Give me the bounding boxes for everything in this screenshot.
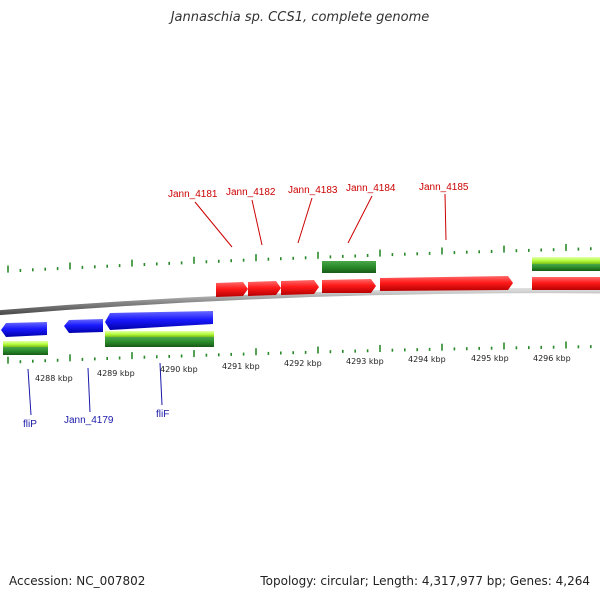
feature-block-green	[105, 337, 214, 347]
reverse-leader-lines	[27, 362, 163, 416]
feature-block-lime	[105, 331, 214, 337]
reverse-gene-labels: fliP Jann_4179 fliF	[23, 409, 169, 430]
scale-label-4290: 4290 kbp	[160, 365, 198, 374]
forward-gene-labels: Jann_4181 Jann_4182 Jann_4183 Jann_4184 …	[168, 182, 469, 200]
gene-arrow-jann-4185	[380, 276, 513, 291]
reverse-gene-track	[1, 311, 213, 337]
gene-arrow-jann-4181	[216, 282, 248, 297]
genome-backbone	[0, 288, 600, 316]
scale-label-4294: 4294 kbp	[408, 355, 446, 364]
gene-arrow-partial	[532, 277, 600, 290]
scale-label-4291: 4291 kbp	[222, 362, 260, 371]
feature-block-green	[322, 261, 376, 273]
feature-block-green	[532, 264, 600, 271]
scale-label-4293: 4293 kbp	[346, 357, 384, 366]
forward-gene-track	[216, 276, 600, 297]
feature-block-lime	[3, 341, 48, 347]
genome-summary-text: Topology: circular; Length: 4,317,977 bp…	[260, 574, 590, 588]
feature-block-lime	[532, 257, 600, 264]
gene-label-flif: fliF	[156, 409, 169, 420]
forward-tick-track	[7, 243, 592, 273]
gene-arrow-jann-4183	[281, 280, 319, 295]
feature-track-upper	[322, 257, 600, 273]
scale-label-4292: 4292 kbp	[284, 359, 322, 368]
gene-arrow-jann-4182	[248, 281, 281, 296]
feature-block-green	[3, 347, 48, 355]
reverse-tick-track	[7, 341, 592, 364]
gene-label-jann-4179: Jann_4179	[64, 415, 114, 426]
scale-label-4295: 4295 kbp	[471, 354, 509, 363]
gene-arrow-jann-4184	[322, 279, 376, 293]
genome-title: Jannaschia sp. CCS1, complete genome	[170, 10, 430, 25]
feature-track-lower	[3, 331, 214, 355]
scale-label-4288: 4288 kbp	[35, 374, 73, 383]
gene-label-jann-4181: Jann_4181	[168, 189, 218, 200]
gene-label-jann-4182: Jann_4182	[226, 187, 276, 198]
scale-label-4296: 4296 kbp	[533, 354, 571, 363]
scale-labels: 4288 kbp 4289 kbp 4290 kbp 4291 kbp 4292…	[35, 354, 571, 383]
gene-label-flip: fliP	[23, 419, 37, 430]
gene-label-jann-4184: Jann_4184	[346, 183, 396, 194]
scale-label-4289: 4289 kbp	[97, 369, 135, 378]
accession-text: Accession: NC_007802	[9, 574, 146, 588]
gene-arrow-flif	[105, 311, 213, 330]
gene-arrow-flip	[1, 322, 47, 337]
forward-leader-lines	[194, 193, 447, 248]
gene-label-jann-4183: Jann_4183	[288, 185, 338, 196]
gene-label-jann-4185: Jann_4185	[419, 182, 469, 193]
gene-arrow-jann-4179	[64, 319, 103, 333]
